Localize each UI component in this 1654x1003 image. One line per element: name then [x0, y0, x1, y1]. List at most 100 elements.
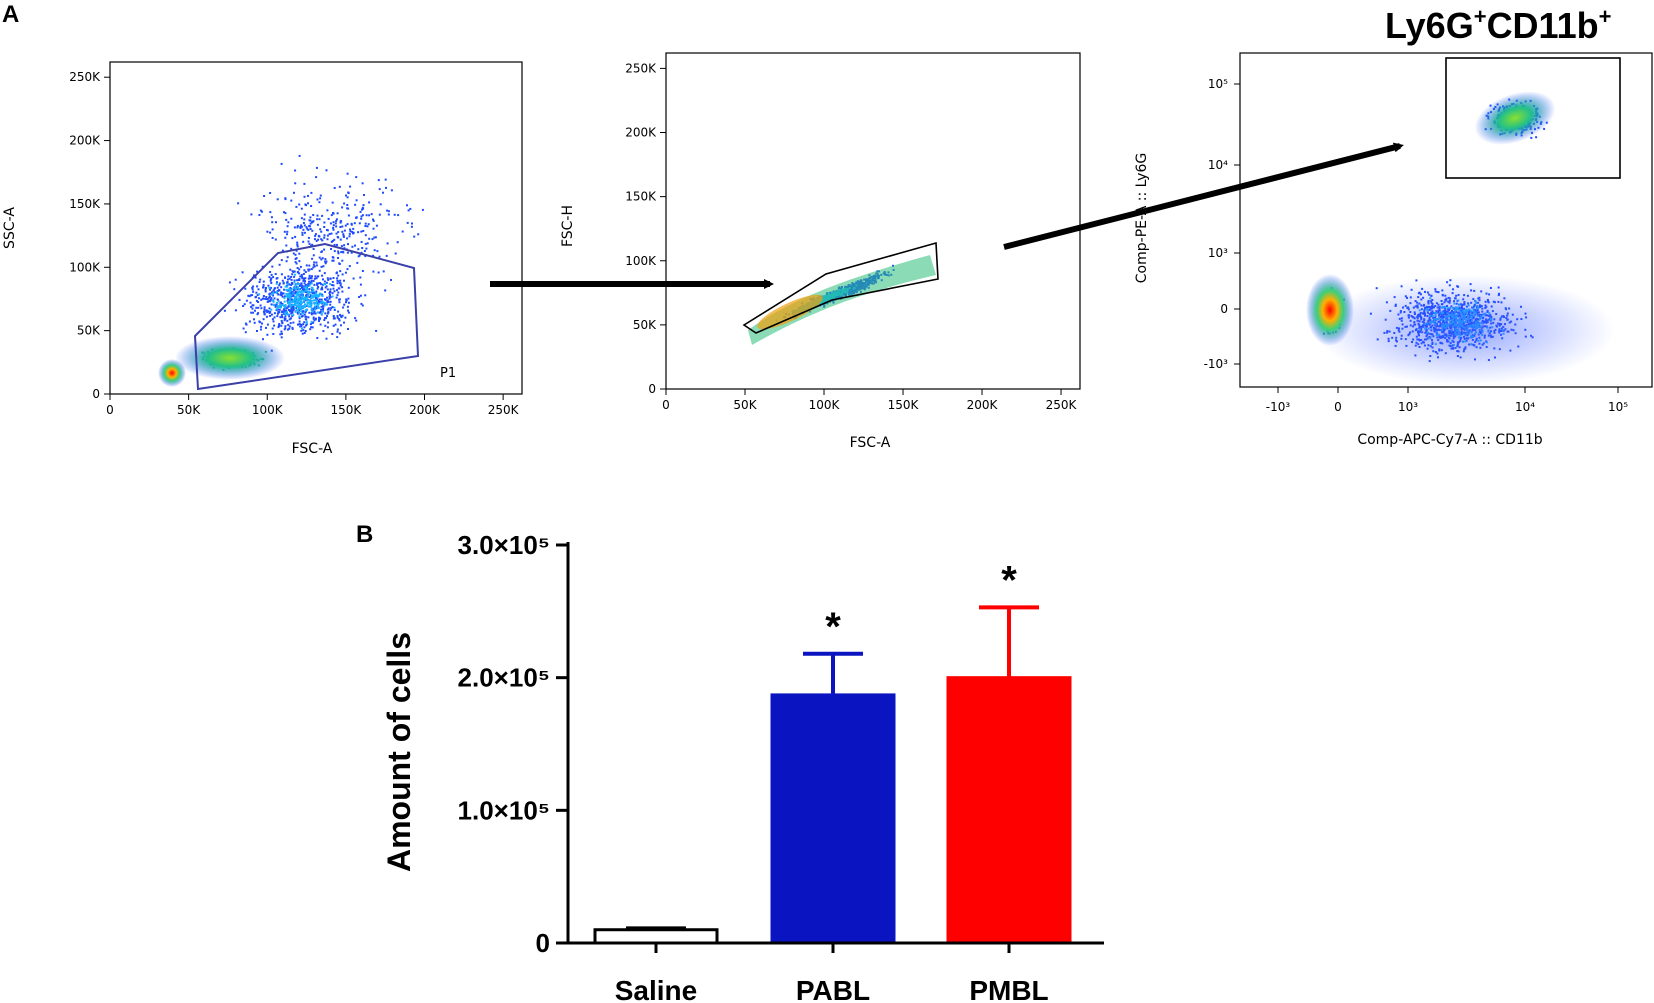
event-dot: [277, 308, 280, 311]
singlet-gate[interactable]: [742, 241, 939, 334]
event-dot: [291, 326, 294, 329]
event-dot: [287, 309, 290, 311]
event-dot: [301, 327, 303, 330]
event-dot: [339, 279, 342, 282]
event-dot: [321, 293, 324, 296]
event-dot: [300, 323, 303, 326]
event-dot: [319, 310, 322, 313]
y-tick-label: 1.0×10⁵: [458, 795, 550, 825]
event-dot: [379, 203, 382, 206]
event-dot: [285, 313, 288, 316]
event-dot: [323, 319, 326, 321]
event-dot: [297, 323, 299, 326]
event-dot: [340, 251, 343, 254]
event-dot: [269, 231, 272, 234]
event-dot: [378, 255, 381, 258]
event-dot: [316, 275, 319, 278]
event-dot: [329, 222, 332, 225]
y-tick-label: 50K: [633, 318, 657, 332]
event-dot: [323, 280, 326, 283]
x-tick-label: 10³: [1398, 400, 1418, 414]
event-dot: [341, 290, 344, 293]
event-dot: [274, 273, 277, 275]
event-dot: [298, 252, 301, 255]
event-dot: [325, 337, 328, 340]
event-dot: [313, 295, 315, 298]
event-dot: [299, 313, 302, 316]
event-dot: [298, 315, 301, 318]
event-dot: [314, 233, 317, 236]
event-dot: [294, 310, 297, 313]
event-dot: [320, 308, 323, 311]
event-dot: [297, 301, 300, 303]
event-dot: [368, 201, 371, 204]
event-dot: [276, 298, 279, 301]
panel-label-b: B: [356, 521, 373, 548]
event-dot: [345, 299, 348, 302]
event-dot: [288, 318, 291, 321]
event-dot: [283, 230, 286, 233]
event-dot: [327, 300, 330, 303]
event-dot: [317, 234, 320, 237]
event-dot: [280, 259, 283, 262]
event-dot: [308, 264, 311, 267]
event-dot: [282, 292, 285, 295]
event-dot: [293, 281, 296, 284]
event-dot: [1535, 136, 1538, 139]
event-dot: [291, 237, 294, 240]
event-dot: [333, 243, 336, 246]
event-dot: [280, 294, 283, 297]
event-dot: [305, 286, 308, 288]
event-dot: [310, 277, 312, 280]
event-dot: [285, 244, 288, 247]
event-dot: [307, 316, 310, 319]
event-dot: [319, 194, 322, 197]
event-dot: [303, 269, 306, 272]
event-dot: [290, 278, 293, 281]
event-dot: [339, 220, 342, 223]
ly6g-cd11b-gate[interactable]: [1445, 57, 1621, 179]
event-dot: [372, 270, 375, 273]
event-dot: [316, 300, 318, 303]
event-dot: [257, 312, 260, 315]
event-dot: [271, 237, 274, 239]
event-dot: [285, 218, 288, 221]
event-dot: [268, 296, 270, 299]
event-dot: [324, 312, 327, 315]
event-dot: [285, 307, 288, 310]
event-dot: [292, 252, 295, 255]
event-dot: [261, 265, 264, 268]
event-dot: [312, 317, 315, 320]
event-dot: [333, 309, 336, 311]
event-dot: [291, 270, 294, 273]
event-dot: [254, 276, 257, 279]
event-dot: [256, 285, 259, 288]
event-dot: [265, 326, 267, 329]
event-dot: [317, 282, 320, 285]
event-dot: [269, 279, 272, 282]
event-dot: [289, 309, 291, 312]
event-dot: [322, 310, 324, 313]
event-dot: [294, 307, 297, 310]
event-dot: [308, 288, 311, 291]
event-dot: [309, 323, 312, 326]
event-dot: [394, 252, 397, 255]
event-dot: [266, 311, 269, 314]
gate-p1[interactable]: [193, 242, 420, 391]
event-dot: [277, 300, 280, 302]
event-dot: [323, 236, 326, 239]
event-dot: [280, 286, 283, 289]
event-dot: [308, 268, 311, 271]
event-dot: [269, 211, 272, 214]
event-dot: [348, 265, 351, 268]
event-dot: [329, 290, 331, 293]
event-dot: [335, 220, 338, 223]
event-dot: [385, 254, 388, 257]
event-dot: [295, 257, 298, 260]
event-dot: [315, 307, 318, 310]
event-dot: [324, 262, 327, 265]
event-dot: [306, 284, 309, 287]
event-dot: [258, 293, 261, 296]
event-dot: [364, 242, 367, 245]
event-dot: [261, 322, 263, 325]
